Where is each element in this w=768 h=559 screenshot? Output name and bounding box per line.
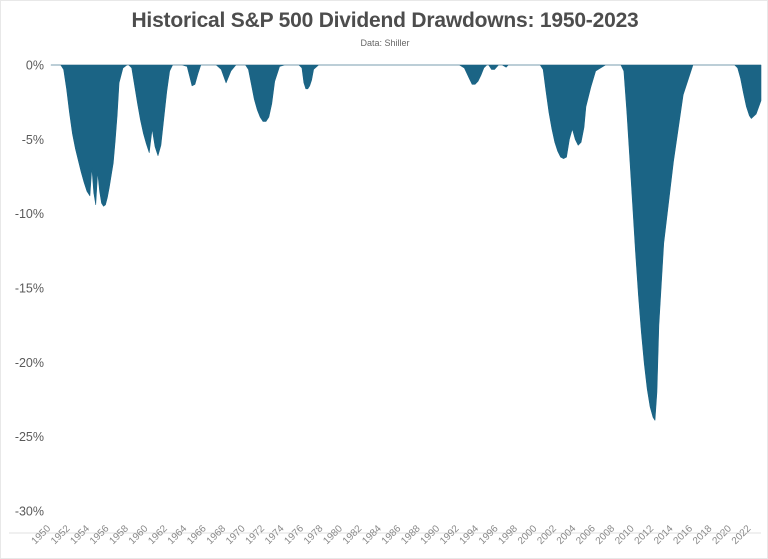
x-axis-tick-label: 1998 (496, 523, 520, 547)
x-axis-tick-label: 1974 (263, 523, 287, 547)
y-axis-tick-label: -30% (15, 505, 44, 519)
x-axis-tick-label: 1984 (360, 523, 384, 547)
x-axis-tick-label: 1960 (127, 523, 151, 547)
x-axis-tick-label: 1972 (244, 523, 268, 547)
chart-subtitle: Data: Shiller (360, 38, 410, 48)
x-axis-tick-label: 2006 (574, 523, 598, 547)
x-axis-tick-label: 1966 (185, 523, 209, 547)
x-axis-tick-label: 2022 (730, 523, 754, 547)
drawdown-area-series (50, 64, 762, 421)
x-axis-tick-label: 1950 (30, 523, 54, 547)
x-axis-ticks: 1950195219541956195819601962196419661968… (30, 523, 754, 547)
y-axis-tick-label: -15% (15, 282, 44, 296)
x-axis-tick-label: 1982 (341, 523, 365, 547)
x-axis-tick-label: 1994 (458, 523, 482, 547)
x-axis-tick-label: 2012 (633, 523, 657, 547)
x-axis-tick-label: 1968 (205, 523, 229, 547)
x-axis-tick-label: 2020 (710, 523, 734, 547)
y-axis-tick-label: 0% (26, 59, 44, 73)
x-axis-tick-label: 1952 (49, 523, 73, 547)
x-axis-tick-label: 1956 (88, 523, 112, 547)
x-axis-tick-label: 1978 (302, 523, 326, 547)
x-axis-tick-label: 1992 (438, 523, 462, 547)
x-axis-tick-label: 2004 (555, 523, 579, 547)
x-axis-tick-label: 2014 (652, 523, 676, 547)
x-axis-tick-label: 2002 (535, 523, 559, 547)
x-axis-tick-label: 2008 (594, 523, 618, 547)
x-axis-tick-label: 2018 (691, 523, 715, 547)
x-axis-tick-label: 2010 (613, 523, 637, 547)
x-axis-tick-label: 1996 (477, 523, 501, 547)
x-axis-tick-label: 2000 (516, 523, 540, 547)
y-axis-tick-label: -10% (15, 207, 44, 221)
y-axis-tick-label: -25% (15, 430, 44, 444)
x-axis-tick-label: 1962 (146, 523, 170, 547)
x-axis-tick-label: 1980 (321, 523, 345, 547)
x-axis-tick-label: 1986 (380, 523, 404, 547)
x-axis-tick-label: 1990 (419, 523, 443, 547)
x-axis-tick-label: 1954 (69, 523, 93, 547)
y-axis-tick-label: -20% (15, 356, 44, 370)
x-axis-tick-label: 1964 (166, 523, 190, 547)
x-axis-tick-label: 1970 (224, 523, 248, 547)
y-axis-ticks: 0% -5% -10% -15% -20% -25% -30% (15, 59, 44, 519)
data-area-layer (50, 64, 762, 421)
x-axis-tick-label: 1958 (107, 523, 131, 547)
x-axis-tick-label: 2016 (672, 523, 696, 547)
x-axis-tick-label: 1988 (399, 523, 423, 547)
x-axis-tick-label: 1976 (282, 523, 306, 547)
chart-title: Historical S&P 500 Dividend Drawdowns: 1… (131, 9, 639, 32)
y-axis-tick-label: -5% (22, 133, 44, 147)
